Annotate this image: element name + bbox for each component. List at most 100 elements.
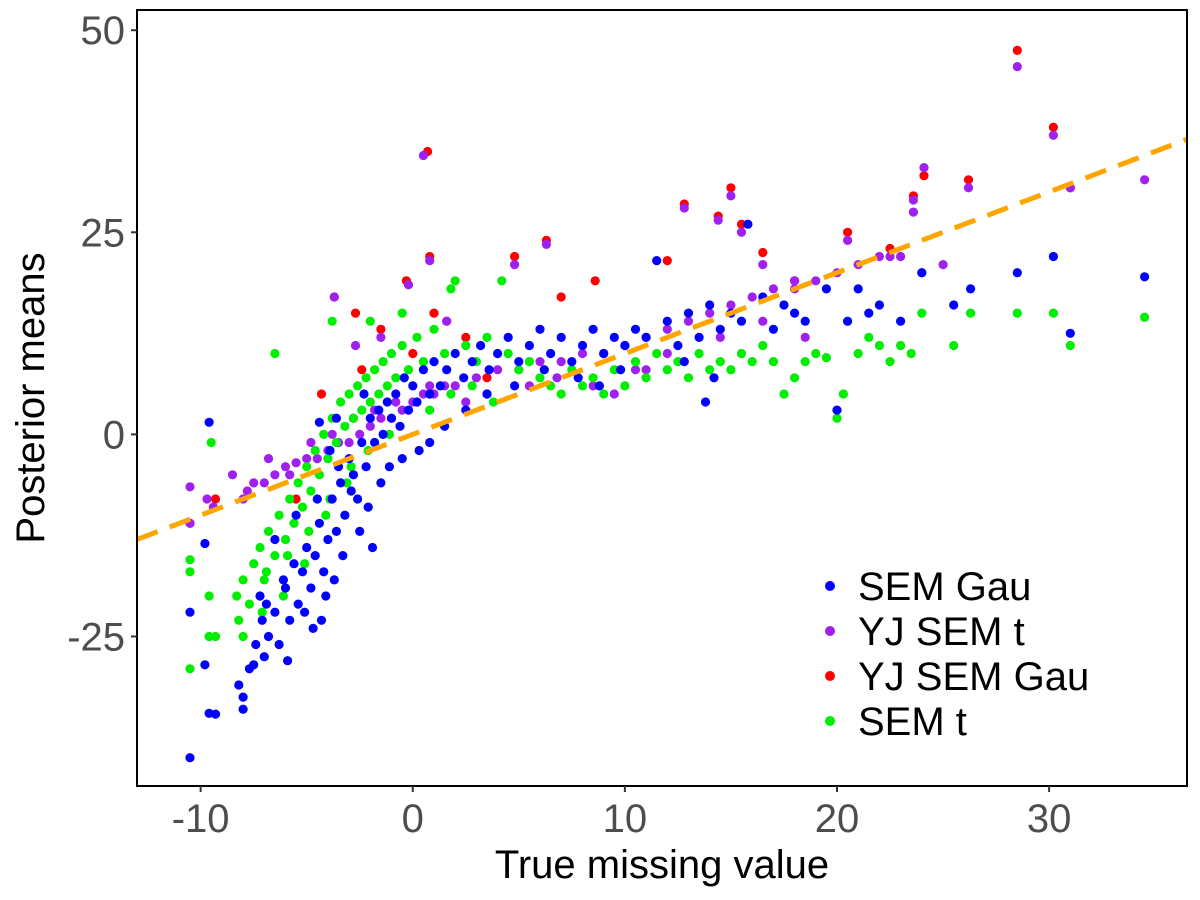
point-yj-sem-t <box>344 437 354 448</box>
point-sem-gau <box>261 599 271 609</box>
point-yj-sem-gau <box>357 365 367 375</box>
legend-item-yj-sem-t: YJ SEM t <box>825 610 1025 654</box>
point-yj-sem-t <box>302 454 312 464</box>
point-sem-t <box>261 567 271 577</box>
point-sem-t <box>467 381 477 391</box>
point-sem-gau <box>864 308 874 318</box>
point-sem-gau <box>399 373 409 383</box>
point-yj-sem-t <box>285 470 295 480</box>
point-sem-gau <box>200 538 210 549</box>
point-yj-sem-t <box>758 316 768 326</box>
point-sem-t <box>238 575 248 585</box>
x-tick-label: -10 <box>172 797 230 841</box>
x-tick-label: 0 <box>402 797 424 841</box>
point-sem-gau <box>567 357 577 367</box>
point-sem-gau <box>1140 272 1150 282</box>
point-sem-gau <box>204 417 214 427</box>
point-yj-sem-t <box>556 357 566 367</box>
point-yj-sem-t <box>535 357 545 367</box>
point-sem-gau <box>331 413 341 423</box>
point-yj-sem-t <box>418 389 428 399</box>
point-yj-sem-gau <box>509 251 520 262</box>
point-sem-t <box>726 365 736 375</box>
point-yj-sem-t <box>662 324 672 334</box>
point-sem-t <box>620 381 630 391</box>
point-sem-gau <box>435 381 445 391</box>
point-yj-sem-gau <box>350 308 361 318</box>
point-sem-gau <box>403 405 414 415</box>
point-sem-gau <box>270 534 280 545</box>
point-sem-gau <box>353 494 363 504</box>
point-sem-gau <box>1012 268 1022 278</box>
point-sem-t <box>370 365 380 375</box>
point-sem-gau <box>414 445 424 456</box>
point-sem-gau <box>270 607 280 617</box>
point-sem-gau <box>700 397 711 407</box>
point-sem-gau <box>630 324 641 334</box>
series-yj-sem-t <box>185 62 1150 528</box>
point-sem-t <box>249 559 259 569</box>
series-sem-t <box>185 276 1150 674</box>
point-sem-t <box>278 591 288 601</box>
point-yj-sem-t <box>202 494 212 504</box>
point-yj-sem-t <box>811 276 821 286</box>
point-sem-t <box>832 413 842 423</box>
point-sem-t <box>185 567 195 577</box>
point-sem-gau <box>257 615 267 625</box>
point-sem-gau <box>348 470 358 480</box>
point-yj-sem-t <box>391 397 401 407</box>
point-sem-t <box>382 381 392 391</box>
point-sem-t <box>185 555 195 565</box>
point-sem-gau <box>376 478 386 488</box>
point-yj-sem-t <box>185 482 195 492</box>
point-sem-t <box>365 316 375 326</box>
point-sem-gau <box>367 542 378 553</box>
point-sem-t <box>790 373 800 383</box>
point-sem-t <box>488 397 498 407</box>
point-yj-sem-t <box>679 203 689 213</box>
legend-key <box>825 581 835 591</box>
y-tick-label: 25 <box>81 211 126 255</box>
point-sem-gau <box>673 340 683 351</box>
point-yj-sem-t <box>919 163 929 173</box>
point-yj-sem-t <box>938 260 948 270</box>
point-yj-sem-gau <box>1048 122 1058 132</box>
point-sem-gau <box>1065 328 1075 338</box>
point-yj-sem-t <box>963 183 974 193</box>
point-sem-t <box>1065 340 1075 351</box>
point-sem-t <box>391 373 401 383</box>
point-sem-t <box>306 486 316 496</box>
y-tick-label: 50 <box>81 9 126 53</box>
point-sem-t <box>302 462 312 472</box>
point-yj-sem-t <box>425 381 435 391</box>
point-sem-gau <box>306 583 316 593</box>
point-sem-t <box>357 405 367 415</box>
point-sem-t <box>450 276 460 286</box>
point-yj-sem-t <box>908 207 919 217</box>
point-yj-sem-t <box>376 332 386 342</box>
point-sem-t <box>244 599 254 609</box>
point-sem-gau <box>484 365 494 375</box>
point-sem-t <box>736 348 747 359</box>
point-sem-gau <box>450 348 460 359</box>
point-sem-t <box>257 607 267 617</box>
points-layer <box>185 45 1150 763</box>
point-sem-t <box>609 365 619 375</box>
point-yj-sem-t <box>280 462 291 472</box>
point-yj-sem-t <box>270 470 280 480</box>
point-yj-sem-gau <box>429 308 439 318</box>
point-sem-t <box>285 494 295 504</box>
point-sem-t <box>397 340 407 351</box>
point-sem-gau <box>323 534 333 545</box>
point-sem-gau <box>338 551 348 561</box>
point-sem-t <box>304 526 314 537</box>
point-sem-gau <box>378 429 388 439</box>
legend-label: SEM Gau <box>858 565 1031 609</box>
point-yj-sem-t <box>552 373 562 383</box>
point-sem-t <box>327 316 337 326</box>
point-sem-gau <box>1048 251 1058 262</box>
point-yj-sem-gau <box>963 175 974 185</box>
point-sem-gau <box>514 357 524 367</box>
point-yj-sem-gau <box>210 494 221 504</box>
